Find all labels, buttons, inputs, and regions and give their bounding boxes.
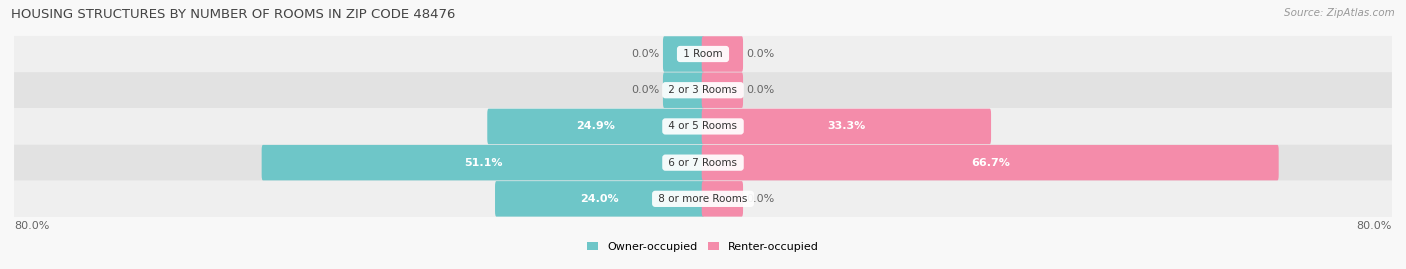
FancyBboxPatch shape xyxy=(664,72,704,108)
FancyBboxPatch shape xyxy=(702,145,1278,180)
FancyBboxPatch shape xyxy=(14,36,1392,72)
Text: 2 or 3 Rooms: 2 or 3 Rooms xyxy=(665,85,741,95)
Text: Source: ZipAtlas.com: Source: ZipAtlas.com xyxy=(1284,8,1395,18)
Text: 8 or more Rooms: 8 or more Rooms xyxy=(655,194,751,204)
FancyBboxPatch shape xyxy=(702,181,742,217)
Text: 0.0%: 0.0% xyxy=(747,49,775,59)
Text: 0.0%: 0.0% xyxy=(747,85,775,95)
FancyBboxPatch shape xyxy=(702,36,742,72)
Text: HOUSING STRUCTURES BY NUMBER OF ROOMS IN ZIP CODE 48476: HOUSING STRUCTURES BY NUMBER OF ROOMS IN… xyxy=(11,8,456,21)
FancyBboxPatch shape xyxy=(14,144,1392,181)
Text: 0.0%: 0.0% xyxy=(747,194,775,204)
Text: 80.0%: 80.0% xyxy=(1357,221,1392,231)
Text: 80.0%: 80.0% xyxy=(14,221,49,231)
FancyBboxPatch shape xyxy=(14,72,1392,108)
Text: 33.3%: 33.3% xyxy=(827,121,866,132)
Text: 66.7%: 66.7% xyxy=(970,158,1010,168)
FancyBboxPatch shape xyxy=(14,181,1392,217)
Text: 1 Room: 1 Room xyxy=(681,49,725,59)
Text: 24.0%: 24.0% xyxy=(581,194,619,204)
Text: 0.0%: 0.0% xyxy=(631,85,659,95)
Text: 51.1%: 51.1% xyxy=(464,158,502,168)
Text: 6 or 7 Rooms: 6 or 7 Rooms xyxy=(665,158,741,168)
FancyBboxPatch shape xyxy=(495,181,704,217)
FancyBboxPatch shape xyxy=(702,109,991,144)
FancyBboxPatch shape xyxy=(488,109,704,144)
Text: 0.0%: 0.0% xyxy=(631,49,659,59)
Text: 24.9%: 24.9% xyxy=(576,121,616,132)
FancyBboxPatch shape xyxy=(14,108,1392,144)
Text: 4 or 5 Rooms: 4 or 5 Rooms xyxy=(665,121,741,132)
FancyBboxPatch shape xyxy=(262,145,704,180)
FancyBboxPatch shape xyxy=(664,36,704,72)
Legend: Owner-occupied, Renter-occupied: Owner-occupied, Renter-occupied xyxy=(582,238,824,256)
FancyBboxPatch shape xyxy=(702,72,742,108)
